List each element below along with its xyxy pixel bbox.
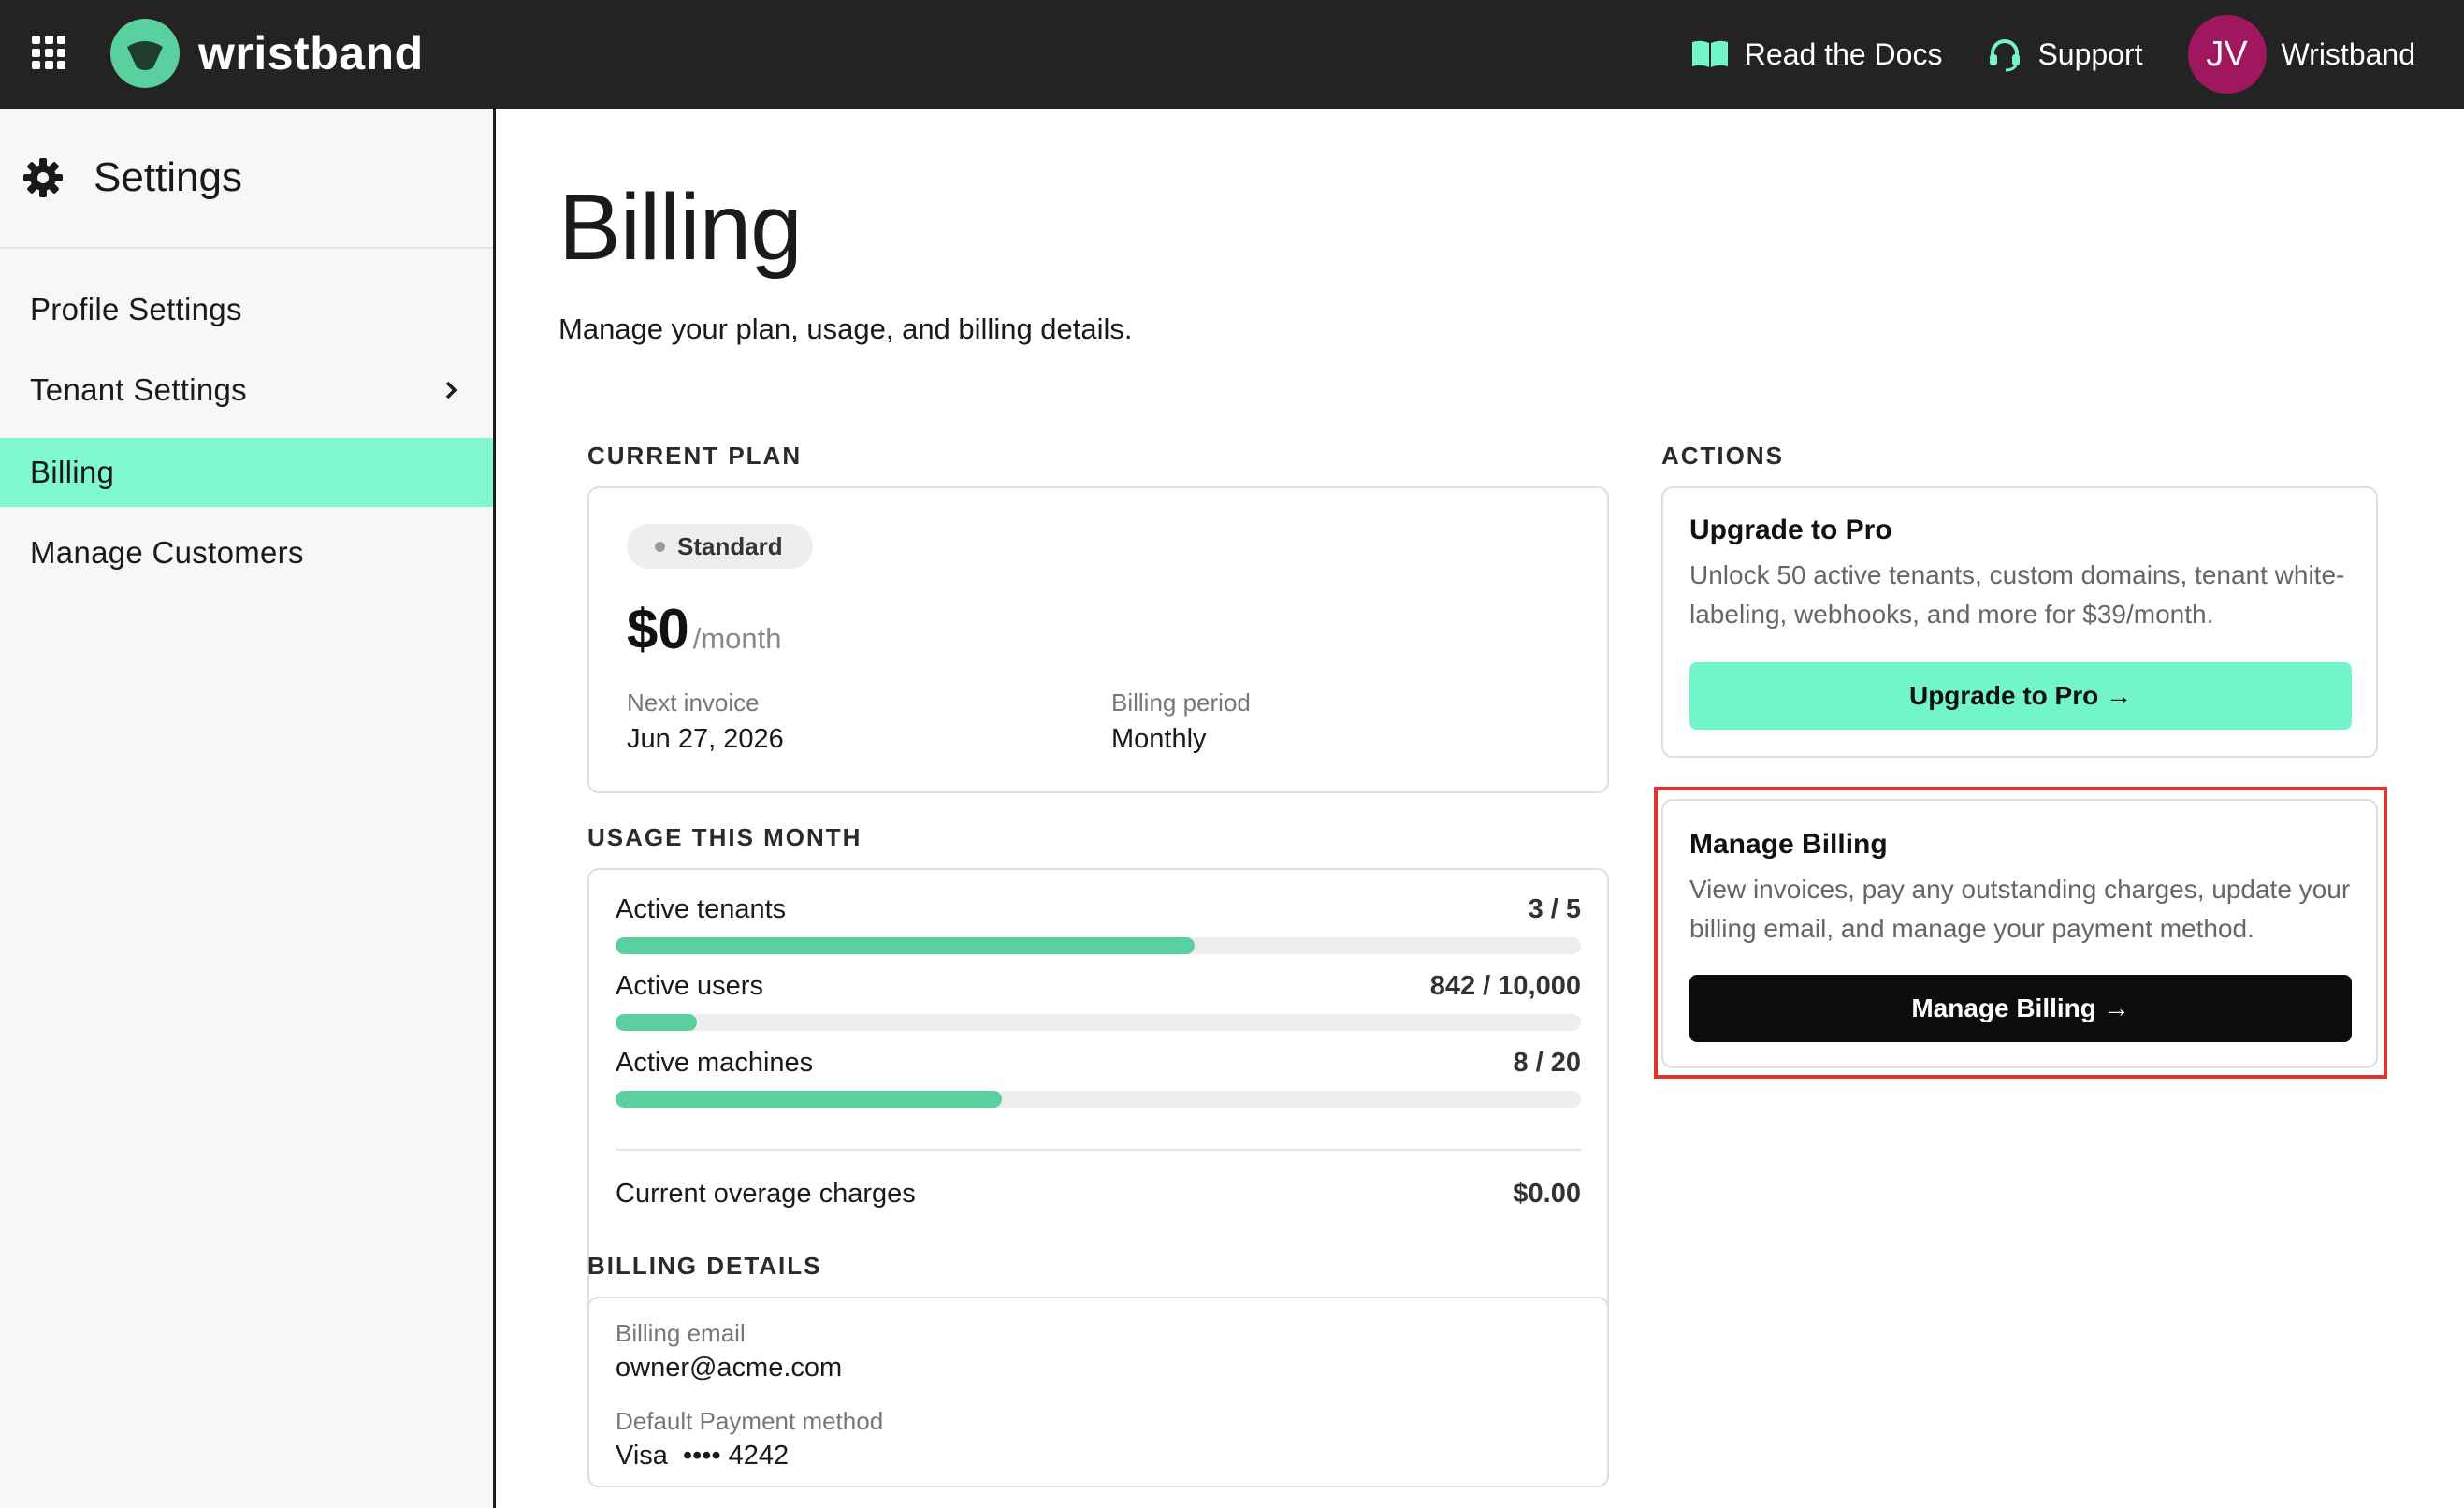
current-plan-heading: CURRENT PLAN (587, 442, 803, 470)
usage-value-machines: 8 / 20 (1513, 1048, 1581, 1078)
upgrade-description: Unlock 50 active tenants, custom domains… (1689, 560, 2345, 629)
sidebar-title: Settings (94, 154, 242, 200)
overage-label: Current overage charges (616, 1179, 916, 1209)
page-title: Billing (558, 175, 803, 280)
read-the-docs-link[interactable]: Read the Docs (1690, 36, 1943, 72)
page-subtitle: Manage your plan, usage, and billing det… (558, 312, 1133, 345)
usage-bar-tenants (616, 937, 1581, 954)
next-invoice-value: Jun 27, 2026 (627, 724, 784, 754)
manage-billing-title: Manage Billing (1689, 829, 1888, 860)
payment-method-label: Default Payment method (616, 1407, 884, 1435)
usage-card: Active tenants 3 / 5 Active users 842 / … (587, 868, 1609, 1330)
usage-value-tenants: 3 / 5 (1528, 894, 1581, 924)
upgrade-card: Upgrade to Pro Unlock 50 active tenants,… (1661, 486, 2378, 758)
billing-email-label: Billing email (616, 1319, 746, 1347)
avatar[interactable]: JV (2187, 15, 2267, 94)
account-name[interactable]: Wristband (2281, 36, 2415, 71)
book-icon (1691, 40, 1728, 67)
usage-divider (616, 1149, 1581, 1151)
sidebar-item-label: Tenant Settings (30, 372, 247, 407)
next-invoice-label: Next invoice (627, 689, 760, 717)
sidebar-item-billing[interactable]: Billing (0, 438, 493, 507)
manage-billing-button[interactable]: Manage Billing → (1689, 975, 2352, 1042)
billing-details-heading: BILLING DETAILS (587, 1252, 822, 1280)
usage-label-tenants: Active tenants (616, 894, 787, 924)
sidebar-header: Settings (0, 109, 493, 249)
headset-icon (1990, 39, 2021, 72)
price-period: /month (692, 622, 782, 655)
sidebar-item-label: Profile Settings (30, 292, 242, 326)
current-plan-card: Standard $0 /month Next invoice Jun 27, … (587, 486, 1609, 793)
usage-bar-machines (616, 1091, 1581, 1108)
price-amount: $0 (627, 598, 689, 660)
plan-price: $0 /month (627, 597, 782, 661)
brand-home-link[interactable]: wristband (110, 19, 424, 88)
plan-badge: Standard (627, 524, 813, 569)
sidebar-item-tenant-settings[interactable]: Tenant Settings (0, 355, 493, 425)
actions-heading: ACTIONS (1661, 442, 1784, 470)
usage-bar-fill (616, 937, 1196, 954)
payment-method-value: Visa •••• 4242 (616, 1441, 790, 1471)
top-navigation-bar: wristband Read the Docs Support JV Wrist… (0, 0, 2464, 109)
usage-bar-fill (616, 1091, 1002, 1108)
manage-billing-card: Manage Billing View invoices, pay any ou… (1661, 799, 2378, 1068)
usage-bar-fill (616, 1014, 697, 1031)
upgrade-to-pro-button[interactable]: Upgrade to Pro → (1689, 662, 2352, 730)
highlight-box (1654, 787, 2387, 1079)
sidebar-item-label: Manage Customers (30, 535, 304, 570)
support-link[interactable]: Support (1987, 36, 2143, 72)
sidebar-item-label: Billing (30, 455, 115, 489)
billing-details-card: Billing email owner@acme.com Default Pay… (587, 1297, 1609, 1487)
read-the-docs-label: Read the Docs (1744, 36, 1943, 71)
usage-label-users: Active users (616, 971, 763, 1001)
sidebar-item-profile-settings[interactable]: Profile Settings (0, 275, 493, 344)
apps-grid-icon[interactable] (32, 36, 65, 69)
overage-value: $0.00 (1513, 1179, 1581, 1209)
upgrade-title: Upgrade to Pro (1689, 515, 1892, 545)
usage-value-users: 842 / 10,000 (1429, 971, 1581, 1001)
settings-sidebar: Settings Profile Settings Tenant Setting… (0, 109, 496, 1508)
manage-billing-description: View invoices, pay any outstanding charg… (1689, 875, 2351, 943)
main-content: Billing Manage your plan, usage, and bil… (499, 109, 2464, 1508)
billing-period-value: Monthly (1111, 724, 1207, 754)
usage-bar-users (616, 1014, 1581, 1031)
support-label: Support (2037, 36, 2143, 71)
brand-name: wristband (198, 27, 424, 80)
usage-label-machines: Active machines (616, 1048, 814, 1078)
billing-period-label: Billing period (1111, 689, 1251, 717)
wristband-logo-icon (110, 19, 180, 88)
sidebar-item-manage-customers[interactable]: Manage Customers (0, 518, 493, 587)
gear-icon (23, 158, 63, 197)
usage-heading: USAGE THIS MONTH (587, 823, 862, 851)
chevron-right-icon (445, 381, 457, 399)
billing-email-value: owner@acme.com (616, 1353, 843, 1383)
